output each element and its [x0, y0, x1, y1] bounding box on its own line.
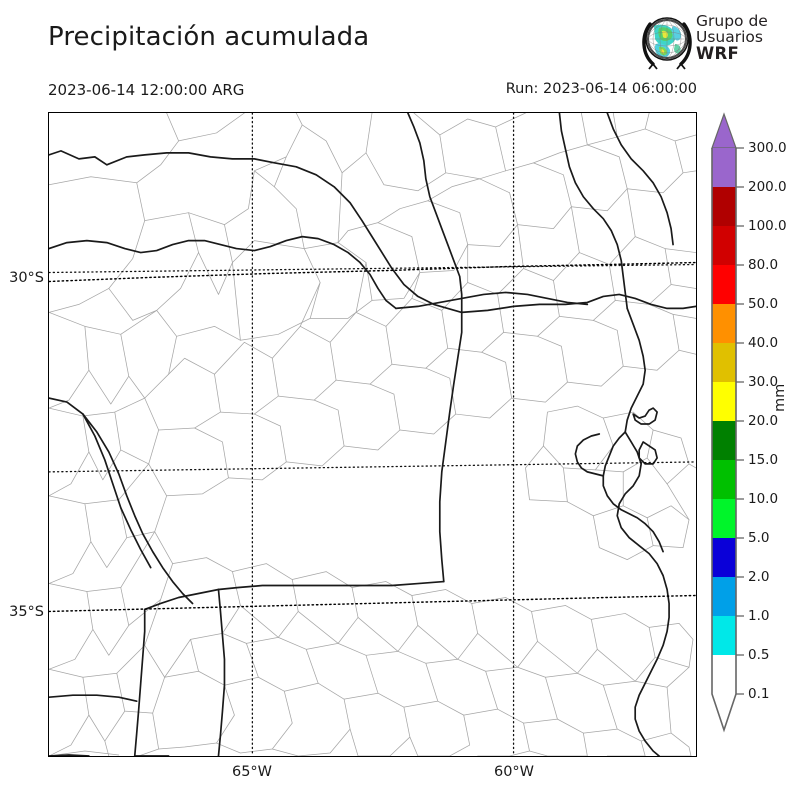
colorbar-tick-100: 100.0	[748, 218, 787, 234]
valid-time-label: 2023-06-14 12:00:00 ARG	[48, 81, 245, 99]
colorbar-frame	[711, 148, 737, 733]
colorbar-bands	[712, 148, 736, 694]
colorbar-tick-50: 50.0	[748, 296, 779, 312]
gridline-lat	[49, 263, 696, 274]
colorbar[interactable]: 300.0 200.0 100.0 80.0 50.0 40.0 30.0 20…	[702, 110, 798, 770]
colorbar-tick-80: 80.0	[748, 257, 779, 273]
colorbar-ticks	[736, 147, 744, 695]
gridline-30S	[49, 261, 696, 283]
logo-line-2: Usuarios	[696, 27, 763, 46]
xtick-label-65W: 65°W	[231, 764, 273, 780]
province-boundaries	[49, 113, 696, 756]
logo-text-block: Grupo de Usuarios WRF	[696, 12, 796, 63]
colorbar-canvas	[711, 112, 744, 733]
colorbar-tick-05: 0.5	[748, 647, 770, 663]
wrf-user-group-logo: Grupo de Usuarios WRF	[640, 12, 798, 72]
globe-emblem-icon	[642, 17, 692, 70]
colorbar-tick-20: 20.0	[748, 413, 779, 429]
map-canvas	[49, 113, 696, 756]
colorbar-tick-10: 10.0	[748, 491, 779, 507]
colorbar-unit-label: mm	[772, 383, 788, 412]
map-plot-area[interactable]	[48, 112, 697, 757]
graticule-lines	[49, 113, 696, 756]
colorbar-tick-300: 300.0	[748, 140, 787, 156]
run-time-label: Run: 2023-06-14 06:00:00	[505, 81, 697, 97]
gridline-35S	[49, 594, 696, 613]
graticule-labelled	[49, 261, 696, 613]
colorbar-tick-1: 1.0	[748, 608, 770, 624]
logo-line-3: WRF	[696, 43, 740, 63]
ytick-label-30S: 30°S	[9, 270, 44, 286]
colorbar-tick-30: 30.0	[748, 374, 779, 390]
page-title: Precipitación acumulada	[48, 22, 370, 52]
colorbar-over-arrow	[711, 112, 737, 149]
colorbar-tick-01: 0.1	[748, 686, 770, 702]
xtick-label-60W: 60°W	[493, 764, 535, 780]
colorbar-tick-200: 200.0	[748, 179, 787, 195]
colorbar-tick-40: 40.0	[748, 335, 779, 351]
colorbar-tick-5: 5.0	[748, 530, 770, 546]
colorbar-tick-2: 2.0	[748, 569, 770, 585]
colorbar-tick-15: 15.0	[748, 452, 779, 468]
logo-line-1: Grupo de	[696, 12, 768, 30]
gridline-lat	[49, 461, 696, 473]
ytick-label-35S: 35°S	[9, 604, 44, 620]
